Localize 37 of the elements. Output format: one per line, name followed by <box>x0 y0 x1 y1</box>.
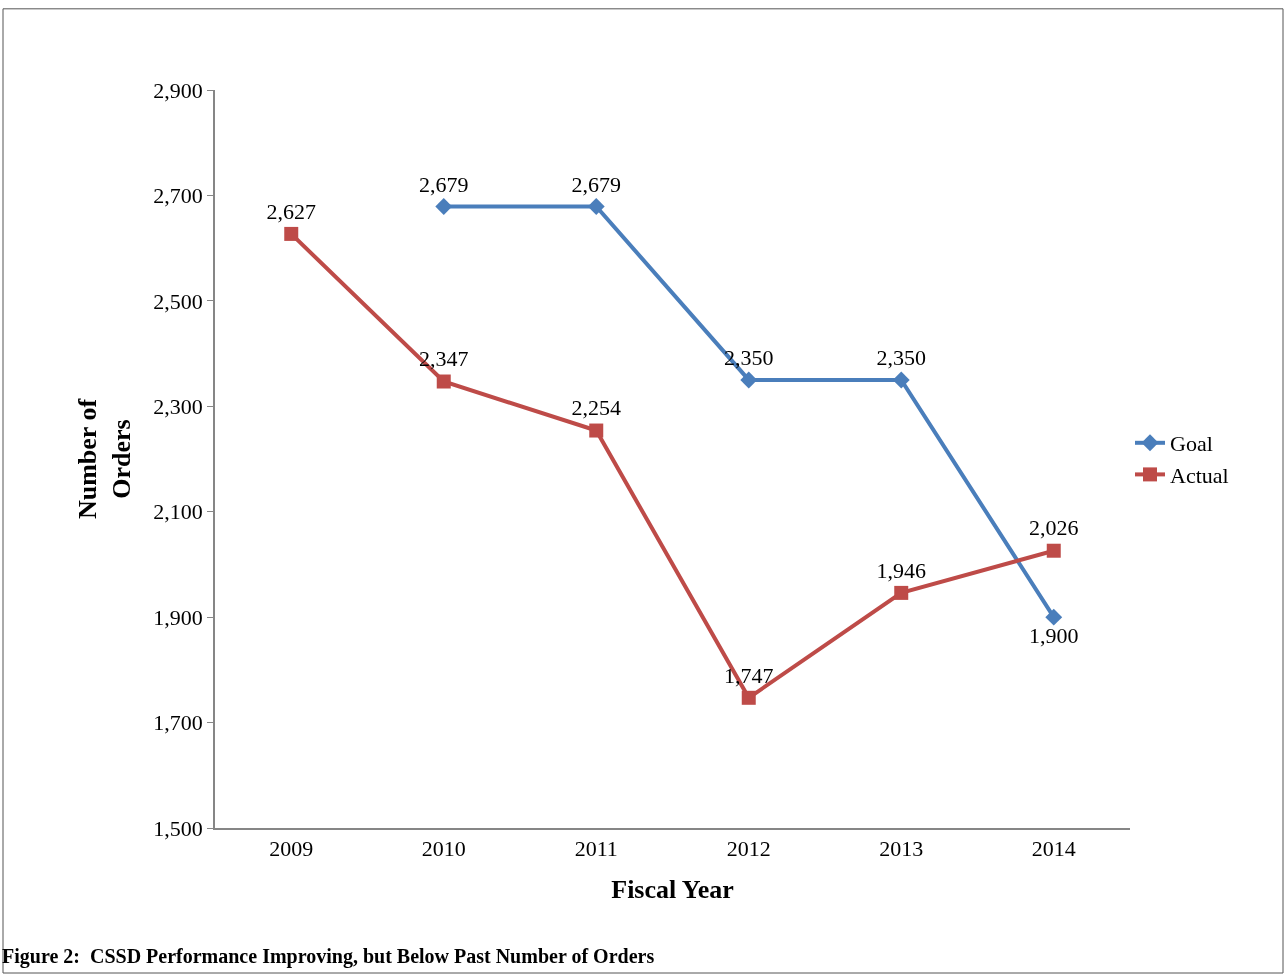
y-tick-label: 1,700 <box>153 710 203 736</box>
data-label: 2,347 <box>419 346 469 372</box>
point <box>1046 543 1061 558</box>
point <box>435 198 453 215</box>
legend-label: Goal <box>1170 431 1213 457</box>
point <box>741 690 756 705</box>
data-label: 1,900 <box>1029 622 1079 648</box>
legend-label: Actual <box>1170 462 1229 488</box>
caption: Figure 2: CSSD Performance Improving, but Below Past Number of Orders <box>2 945 655 968</box>
y-tick-label: 1,500 <box>153 815 203 841</box>
y-tick-label: 2,900 <box>153 77 203 103</box>
data-label: 2,026 <box>1029 515 1079 541</box>
x-tick-label: 2013 <box>879 836 924 862</box>
data-label: 2,254 <box>571 395 621 421</box>
point <box>587 198 605 215</box>
y-tick-label: 1,900 <box>153 604 203 630</box>
data-label: 1,946 <box>876 557 926 583</box>
y-tick-label: 2,100 <box>153 499 203 525</box>
y-tick-label: 2,500 <box>153 288 203 314</box>
y-tick-label: 2,700 <box>153 183 203 209</box>
point <box>1045 608 1063 626</box>
x-axis-title: Fiscal Year <box>611 875 734 905</box>
y-axis-title: Number of Orders <box>73 398 137 520</box>
data-label: 2,627 <box>266 198 316 224</box>
data-label: 2,679 <box>571 171 621 197</box>
x-tick-label: 2011 <box>574 836 618 862</box>
point <box>436 374 451 389</box>
y-tick-label: 2,300 <box>153 393 203 419</box>
point <box>589 423 604 438</box>
data-label: 2,350 <box>876 345 926 371</box>
point <box>894 585 909 600</box>
x-tick-label: 2009 <box>269 836 314 862</box>
point <box>284 226 299 241</box>
x-tick-label: 2010 <box>421 836 466 862</box>
data-label: 2,679 <box>419 171 469 197</box>
x-tick-label: 2014 <box>1031 836 1076 862</box>
x-tick-label: 2012 <box>726 836 771 862</box>
